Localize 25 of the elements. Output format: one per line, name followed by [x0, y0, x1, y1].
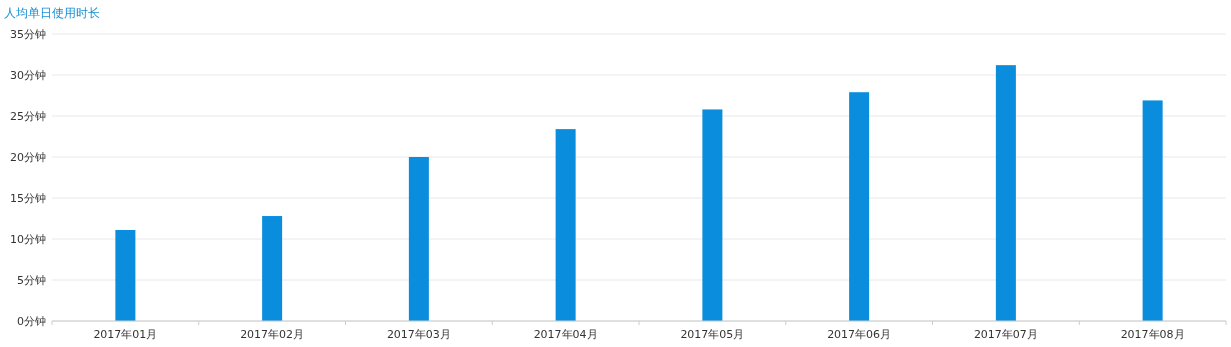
bar	[702, 109, 723, 321]
bar	[262, 216, 283, 321]
x-tick-label: 2017年03月	[386, 328, 451, 341]
y-tick-label: 10分钟	[10, 233, 46, 246]
x-tick-label: 2017年08月	[1120, 328, 1185, 341]
bar	[1142, 100, 1163, 321]
x-tick-label: 2017年05月	[680, 328, 745, 341]
y-tick-label: 5分钟	[17, 274, 46, 287]
y-tick-label: 30分钟	[10, 69, 46, 82]
y-tick-label: 25分钟	[10, 110, 46, 123]
x-tick-label: 2017年04月	[533, 328, 598, 341]
bar	[115, 229, 136, 321]
y-tick-label: 35分钟	[10, 28, 46, 41]
x-tick-label: 2017年02月	[240, 328, 305, 341]
x-tick-label: 2017年01月	[93, 328, 158, 341]
chart-title: 人均单日使用时长	[4, 6, 100, 20]
bar	[995, 65, 1016, 321]
bar	[555, 129, 576, 321]
x-tick-label: 2017年07月	[973, 328, 1038, 341]
y-tick-label: 0分钟	[17, 315, 46, 328]
bar	[849, 92, 870, 321]
y-tick-label: 20分钟	[10, 151, 46, 164]
bar	[408, 157, 429, 321]
x-tick-label: 2017年06月	[827, 328, 892, 341]
y-tick-label: 15分钟	[10, 192, 46, 205]
